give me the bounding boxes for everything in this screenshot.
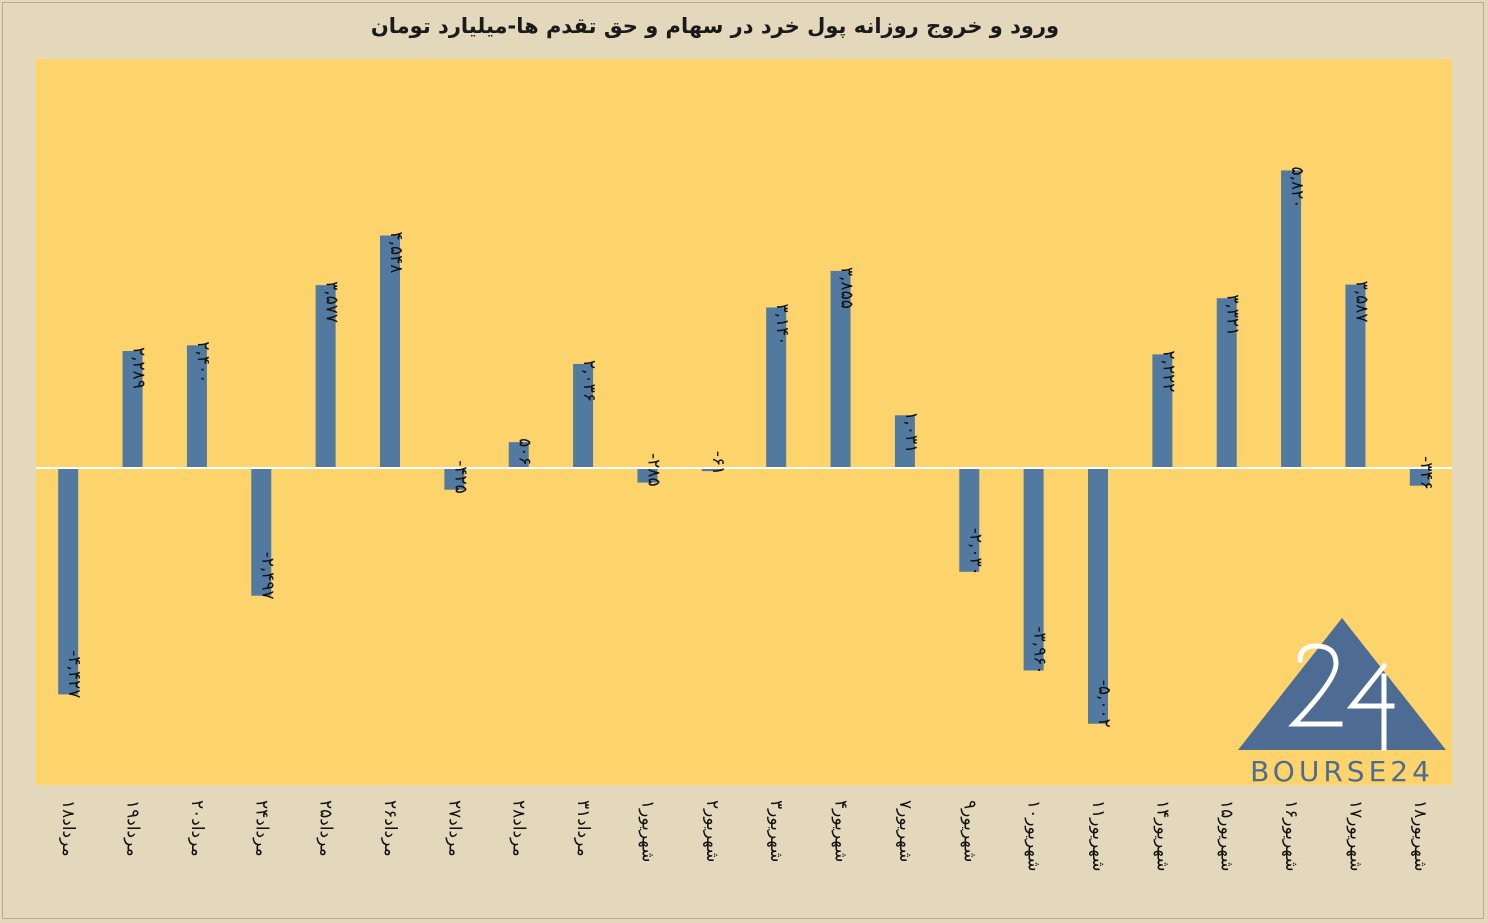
category-label-2: ۱۹مرداد: [123, 800, 143, 857]
bar-19: [1216, 298, 1237, 469]
category-label-5: ۲۵مرداد: [316, 800, 336, 857]
data-label-17: -۵,۰۰۲: [1094, 680, 1114, 728]
bar-7: [444, 468, 465, 490]
data-label-11: -۶۱: [708, 451, 728, 475]
bar-21: [1345, 284, 1366, 469]
category-label-16: ۱۰شهریور: [1024, 800, 1044, 871]
logo-24-icon: [1288, 643, 1395, 751]
category-label-4: ۲۴مرداد: [251, 800, 271, 857]
category-label-19: ۱۵شهریور: [1217, 800, 1237, 871]
bar-8: [508, 442, 529, 469]
data-label-16: -۳,۹۶۰: [1030, 626, 1050, 674]
bar-22: [1409, 468, 1430, 486]
data-label-1: -۴,۴۲۷: [64, 650, 84, 698]
category-label-13: ۴شهریور: [831, 800, 851, 862]
bar-18: [1152, 354, 1173, 469]
chart-title: ورود و خروج روزانه پول خرد در سهام و حق …: [370, 14, 1060, 38]
bar-17: [1088, 468, 1108, 724]
bar-20: [1281, 170, 1302, 469]
bar-1: [58, 468, 79, 695]
bourse24-logo: BOURSE24: [1238, 618, 1446, 788]
data-label-6: ۴,۵۴۸: [386, 231, 406, 273]
category-label-22: ۱۸شهریور: [1410, 800, 1430, 871]
category-label-18: ۱۴شهریور: [1152, 800, 1172, 871]
bar-3: [186, 345, 207, 469]
data-label-4: -۲,۴۹۷: [257, 552, 277, 600]
data-label-10: -۲۸۵: [643, 453, 663, 487]
logo-text: BOURSE24: [1250, 755, 1434, 788]
category-label-9: ۳۱مرداد: [573, 800, 593, 857]
data-label-22: -۳۴۶: [1416, 456, 1436, 490]
category-label-17: ۱۱شهریور: [1088, 800, 1108, 871]
category-label-15: ۹شهریور: [959, 800, 979, 862]
category-label-3: ۲۰مرداد: [187, 800, 207, 857]
data-label-14: ۱,۰۳۱: [901, 411, 921, 453]
category-label-21: ۱۷شهریور: [1345, 800, 1365, 871]
category-label-12: ۳شهریور: [766, 800, 786, 862]
bar-11: [701, 468, 722, 472]
bar-6: [380, 235, 400, 469]
data-label-9: ۲,۰۳۶: [579, 360, 599, 402]
data-label-12: ۳,۱۴۰: [772, 303, 792, 345]
bar-15: [959, 468, 980, 572]
bar-4: [251, 468, 272, 596]
data-label-15: -۲,۰۳۰: [965, 528, 985, 576]
data-label-5: ۳,۵۷۷: [322, 281, 342, 323]
logo-triangle-icon: [1238, 618, 1446, 750]
bar-10: [637, 468, 658, 483]
plot-area: [36, 59, 1452, 785]
bar-9: [573, 363, 594, 469]
bar-2: [122, 350, 143, 469]
category-label-6: ۲۶مرداد: [380, 800, 400, 857]
data-label-8: ۵۰۶: [515, 438, 535, 465]
bar-13: [830, 270, 851, 469]
data-label-3: ۲,۴۰۰: [193, 341, 213, 383]
category-label-14: ۷شهریور: [895, 800, 915, 862]
category-label-1: ۱۸مرداد: [58, 800, 78, 857]
data-label-13: ۳,۸۵۵: [837, 267, 857, 309]
bar-5: [315, 285, 336, 469]
data-label-18: ۲,۲۲۲: [1158, 350, 1178, 392]
data-label-2: ۲,۲۸۹: [129, 347, 149, 389]
category-label-8: ۲۸مرداد: [509, 800, 529, 857]
data-label-20: ۵,۸۲۰: [1287, 166, 1307, 208]
bar-12: [766, 307, 787, 469]
bar-14: [894, 415, 915, 469]
data-label-19: ۳,۳۲۱: [1223, 294, 1243, 336]
data-label-21: ۳,۵۸۷: [1351, 281, 1371, 323]
data-label-7: -۴۲۵: [450, 460, 470, 494]
category-label-11: ۲شهریور: [702, 800, 722, 862]
category-label-10: ۱شهریور: [637, 800, 657, 862]
bar-16: [1023, 468, 1044, 671]
category-label-7: ۲۷مرداد: [444, 800, 464, 857]
category-label-20: ۱۶شهریور: [1281, 800, 1301, 871]
